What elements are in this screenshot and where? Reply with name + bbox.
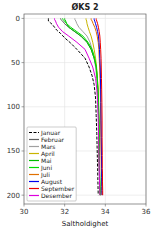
- legend-frame: [27, 127, 76, 201]
- series-line: [91, 18, 102, 195]
- y-tick-label: 100: [7, 103, 20, 111]
- y-tick: [22, 62, 25, 63]
- plot-frame: [24, 14, 146, 204]
- y-tick-label: 50: [11, 59, 20, 67]
- legend-swatch: [29, 146, 39, 147]
- y-grid-line: [24, 62, 146, 63]
- legend-swatch: [29, 188, 39, 189]
- x-tick: [24, 204, 25, 207]
- legend-swatch: [29, 167, 39, 168]
- legend-swatch: [29, 174, 39, 175]
- legend-swatch: [29, 181, 39, 182]
- legend-swatch: [29, 153, 39, 154]
- legend-label: Mars: [41, 143, 55, 150]
- chart: 30 32 34 36 0 50 100 150 200 ØKS 2 Saltholdighet Ja…: [0, 0, 153, 229]
- legend-label: Februar: [41, 136, 65, 143]
- legend: JanuarFebruarMarsAprilMaiJuniJuliAugustS…: [27, 127, 76, 201]
- x-tick-label: 34: [101, 208, 110, 216]
- series-line: [75, 18, 100, 195]
- ticks: 30 32 34 36 0 50 100 150 200: [7, 15, 151, 216]
- legend-label: Desember: [41, 192, 72, 199]
- x-tick: [146, 204, 147, 207]
- y-grid-line: [24, 106, 146, 107]
- y-tick-label: 150: [7, 147, 20, 155]
- legend-label: Mai: [41, 157, 52, 164]
- x-tick: [105, 204, 106, 207]
- x-grid-line: [105, 14, 106, 204]
- legend-swatch: [29, 132, 39, 133]
- y-tick: [22, 195, 25, 196]
- x-tick-label: 30: [20, 208, 29, 216]
- y-tick: [22, 18, 25, 19]
- legend-swatch: [29, 195, 39, 196]
- grid: [24, 14, 146, 204]
- x-tick-label: 32: [60, 208, 69, 216]
- y-tick: [22, 106, 25, 107]
- title: ØKS 2: [71, 2, 98, 12]
- y-tick-label: 200: [7, 192, 20, 200]
- legend-swatch: [29, 160, 39, 161]
- x-tick: [64, 204, 65, 207]
- y-grid-line: [24, 18, 146, 19]
- x-axis-label: Saltholdighet: [62, 220, 109, 228]
- y-tick: [22, 150, 25, 151]
- x-tick-label: 36: [142, 208, 151, 216]
- legend-swatch: [29, 139, 39, 140]
- y-tick-label: 0: [16, 15, 20, 23]
